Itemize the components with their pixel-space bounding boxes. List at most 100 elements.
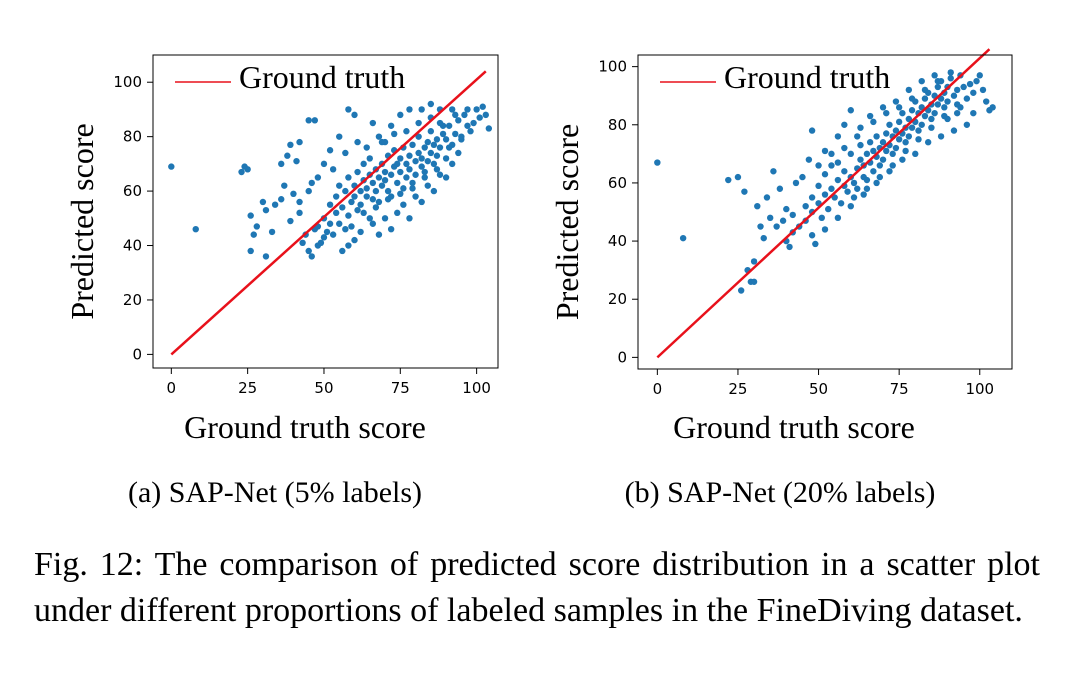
data-point: [244, 166, 251, 173]
data-point: [970, 109, 977, 117]
data-point: [934, 101, 942, 108]
data-point: [482, 111, 489, 119]
data-point: [912, 150, 919, 158]
y-axis-title: Predicted score: [549, 124, 585, 320]
data-point: [311, 117, 319, 124]
data-point: [449, 160, 456, 168]
data-point: [452, 111, 459, 119]
data-point: [892, 144, 900, 152]
data-point: [931, 72, 938, 79]
data-point: [442, 155, 450, 162]
data-point: [754, 202, 761, 210]
data-point: [439, 130, 447, 138]
data-point: [348, 223, 355, 230]
data-point: [928, 115, 935, 123]
data-point: [937, 133, 945, 140]
data-point: [378, 138, 386, 146]
data-point: [879, 104, 887, 111]
data-point: [418, 155, 425, 162]
y-tick-label: 80: [123, 128, 142, 146]
data-point: [866, 139, 874, 146]
data-point: [354, 168, 361, 176]
data-point: [950, 127, 958, 134]
data-point: [899, 156, 906, 163]
data-point: [892, 98, 900, 105]
data-point: [760, 234, 767, 242]
data-point: [409, 185, 416, 192]
data-point: [841, 144, 848, 152]
data-point: [883, 109, 890, 117]
data-point: [378, 182, 386, 189]
data-point: [363, 193, 370, 200]
data-point: [412, 193, 419, 200]
data-point: [821, 226, 829, 233]
x-tick-label: 75: [890, 380, 909, 398]
data-point: [873, 133, 880, 140]
data-point: [323, 228, 331, 236]
data-point: [783, 205, 790, 213]
data-point: [284, 152, 291, 159]
data-point: [394, 209, 401, 217]
data-point: [424, 138, 431, 146]
data-point: [679, 234, 687, 242]
data-point: [976, 72, 983, 79]
legend-label: Ground truth: [724, 59, 890, 95]
data-point: [397, 155, 404, 162]
data-point: [412, 171, 419, 178]
data-point: [957, 104, 964, 111]
data-point: [773, 223, 780, 230]
data-point: [815, 182, 822, 190]
data-point: [892, 127, 900, 134]
data-point: [287, 141, 294, 149]
data-point: [342, 187, 349, 195]
data-point: [336, 182, 343, 189]
data-point: [406, 215, 413, 222]
y-tick-label: 100: [113, 73, 142, 91]
data-point: [384, 196, 392, 203]
data-point: [342, 149, 349, 157]
data-point: [461, 111, 468, 119]
data-point: [870, 168, 877, 175]
x-tick-label: 25: [728, 380, 747, 398]
data-point: [763, 194, 771, 201]
data-point: [375, 133, 383, 140]
data-point: [415, 149, 422, 157]
data-point: [342, 225, 349, 233]
data-point: [963, 95, 971, 102]
data-point: [966, 80, 974, 88]
data-point: [247, 247, 254, 255]
data-point: [921, 112, 929, 120]
data-point: [262, 253, 270, 260]
y-tick-label: 60: [608, 174, 627, 192]
data-point: [870, 118, 877, 126]
data-point: [348, 198, 355, 206]
data-point: [792, 179, 800, 187]
data-point: [879, 139, 887, 146]
data-point: [808, 232, 816, 239]
data-point: [357, 201, 364, 208]
data-point: [168, 163, 175, 170]
data-point: [339, 204, 346, 211]
y-tick-label: 80: [608, 116, 627, 134]
data-point: [418, 163, 425, 170]
data-point: [850, 179, 858, 187]
data-point: [870, 147, 877, 155]
data-point: [915, 136, 922, 143]
data-point: [390, 130, 398, 138]
data-point: [305, 187, 312, 195]
figure-caption: Fig. 12: The comparison of predicted sco…: [34, 546, 1040, 629]
data-point: [329, 166, 337, 173]
legend-label: Ground truth: [239, 59, 405, 95]
data-point: [320, 234, 328, 241]
data-point: [387, 225, 395, 233]
plot-frame: [152, 54, 499, 369]
data-point: [259, 198, 267, 206]
data-point: [953, 86, 961, 94]
data-point: [397, 111, 404, 119]
data-point: [354, 206, 361, 214]
data-point: [485, 125, 493, 132]
data-point: [427, 100, 435, 108]
data-point: [876, 173, 884, 181]
data-point: [789, 211, 796, 219]
data-point: [757, 223, 764, 230]
